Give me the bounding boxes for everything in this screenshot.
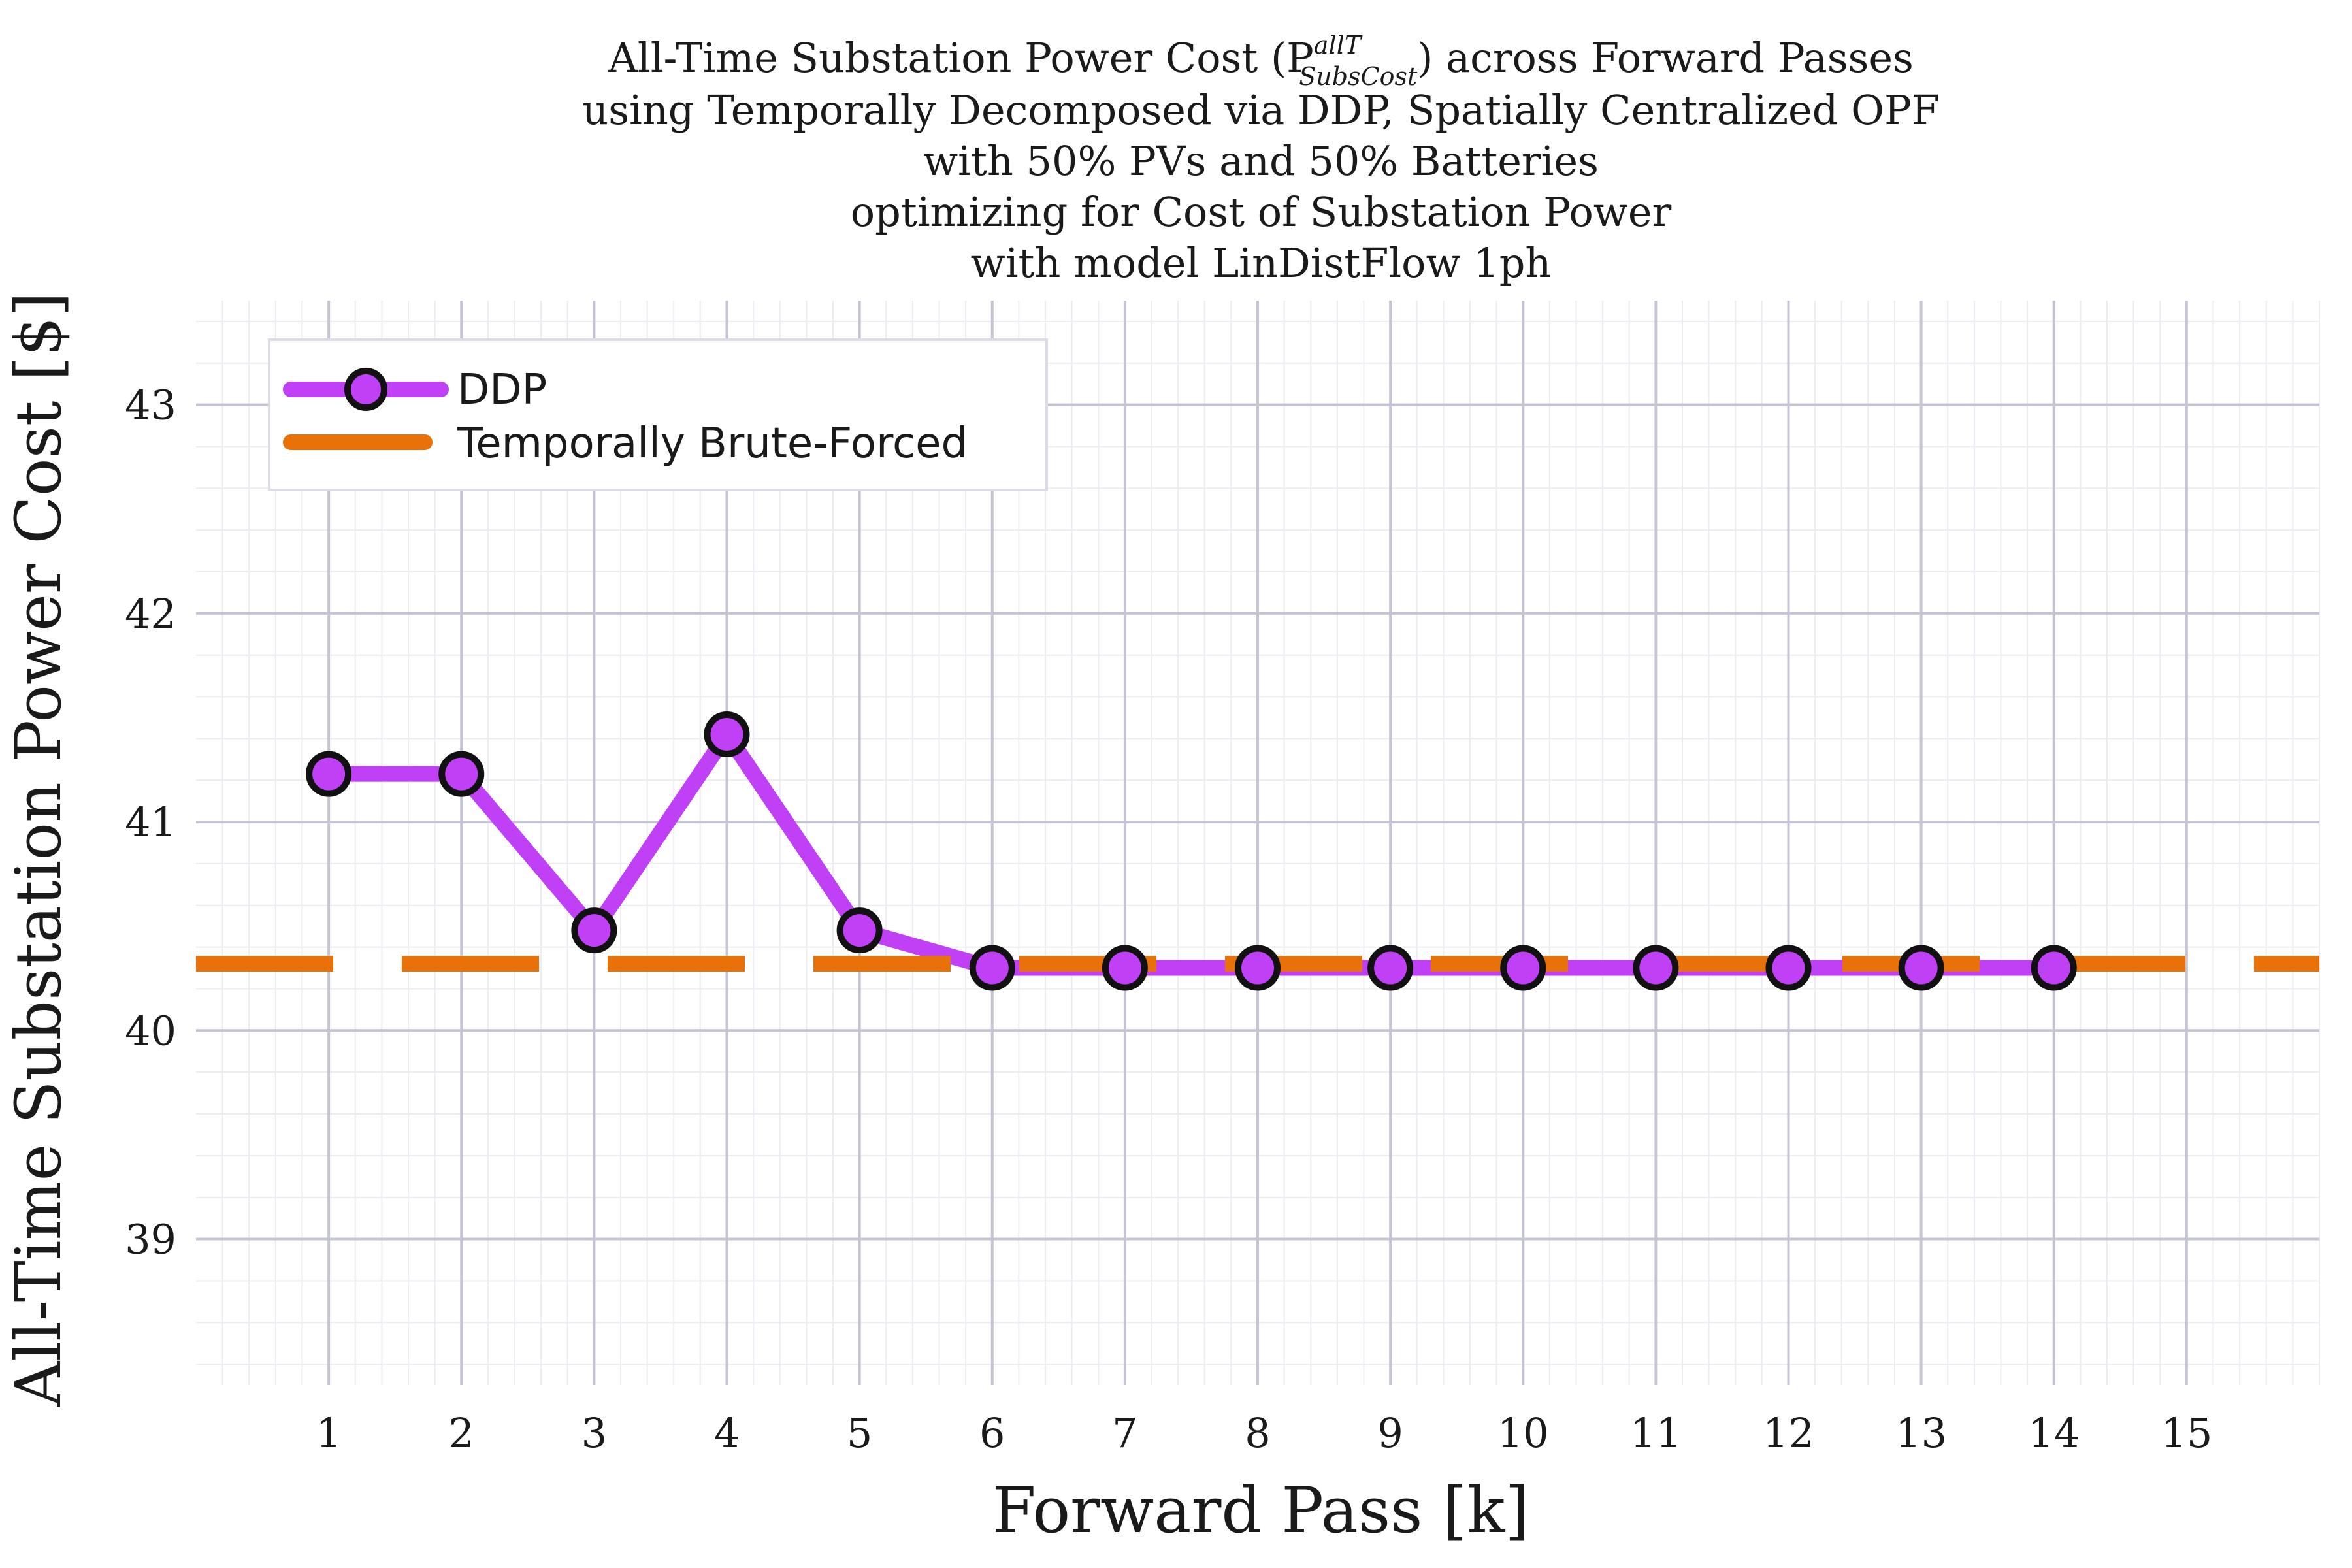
- y-axis-label: All-Time Substation Power Cost [$]: [2, 292, 75, 1407]
- title-line-5: with model LinDistFlow 1ph: [971, 239, 1552, 287]
- x-tick-label: 8: [1245, 1409, 1270, 1457]
- data-point-ddp: [969, 945, 1015, 991]
- x-tick-label: 4: [714, 1409, 740, 1457]
- data-point-ddp: [2031, 945, 2077, 991]
- major-grid: [196, 301, 2319, 1385]
- x-tick-label: 9: [1377, 1409, 1403, 1457]
- series-layer: [196, 711, 2319, 991]
- legend-box: [268, 338, 1048, 491]
- x-tick-label: 3: [581, 1409, 607, 1457]
- title-line-2: using Temporally Decomposed via DDP, Spa…: [582, 86, 1939, 134]
- data-point-ddp: [1102, 945, 1148, 991]
- x-axis-label: Forward Pass [k]: [992, 1474, 1529, 1547]
- title-line-4: optimizing for Cost of Substation Power: [851, 188, 1672, 236]
- y-tick-label: 43: [125, 382, 176, 429]
- x-tick-label: 14: [2028, 1409, 2080, 1457]
- x-tick-label: 10: [1497, 1409, 1549, 1457]
- x-tick-labels: 1 2 3 4 5 6 7 8 9 10 11 12 13 14 15: [316, 1409, 2212, 1457]
- data-point-ddp: [1235, 945, 1281, 991]
- data-point-ddp: [1898, 945, 1944, 991]
- x-tick-label: 11: [1630, 1409, 1682, 1457]
- x-tick-label: 12: [1763, 1409, 1814, 1457]
- y-tick-label: 40: [125, 1007, 176, 1054]
- x-tick-label: 15: [2161, 1409, 2212, 1457]
- title-line-1-prefix: All-Time Substation Power Cost (P: [608, 34, 1314, 82]
- legend-label-ddp: DDP: [457, 366, 547, 414]
- chart-title: All-Time Substation Power Cost (PallT Sub…: [582, 31, 1939, 287]
- data-point-ddp: [704, 711, 750, 757]
- legend-label-brute-force: Temporally Brute-Forced: [457, 419, 968, 468]
- title-symbol-superscript: allT: [1314, 31, 1363, 59]
- data-point-ddp: [438, 751, 485, 797]
- x-tick-label: 6: [979, 1409, 1005, 1457]
- data-point-ddp: [306, 751, 352, 797]
- data-point-ddp: [1765, 945, 1812, 991]
- x-tick-label: 5: [847, 1409, 872, 1457]
- x-tick-label: 13: [1895, 1409, 1947, 1457]
- title-line-1-suffix: ) across Forward Passes: [1417, 34, 1914, 82]
- data-point-ddp: [1367, 945, 1414, 991]
- y-tick-label: 42: [125, 590, 176, 638]
- x-tick-label: 2: [449, 1409, 474, 1457]
- data-point-ddp: [571, 907, 617, 954]
- y-tick-label: 41: [125, 798, 176, 846]
- title-line-3: with 50% PVs and 50% Batteries: [923, 137, 1599, 185]
- title-symbol-subscript: SubsCost: [1299, 62, 1418, 91]
- data-point-ddp: [1633, 945, 1679, 991]
- x-tick-label: 7: [1112, 1409, 1137, 1457]
- data-point-ddp: [1500, 945, 1546, 991]
- legend-swatch-ddp-marker: [344, 368, 387, 411]
- data-point-ddp: [836, 907, 883, 954]
- title-line-1: All-Time Substation Power Cost (PallT Sub…: [608, 31, 1914, 91]
- x-tick-label: 1: [316, 1409, 341, 1457]
- y-tick-label: 39: [125, 1216, 176, 1264]
- legend: DDP Temporally Brute-Forced: [268, 338, 1048, 491]
- y-tick-labels: 39 40 41 42 43: [125, 382, 176, 1264]
